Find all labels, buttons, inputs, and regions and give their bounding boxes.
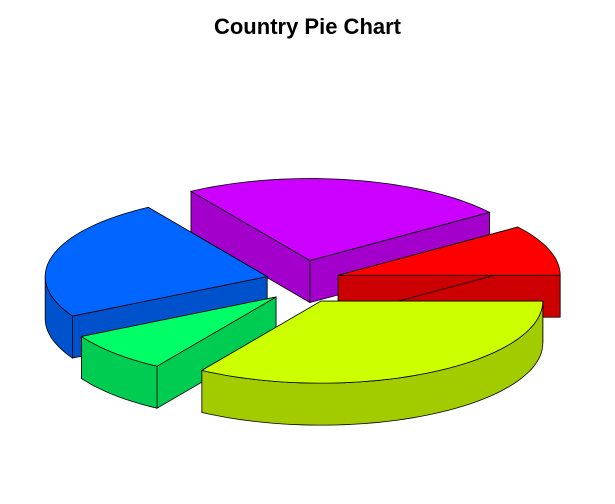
pie-slice-top — [200, 300, 544, 384]
pie-slice-top — [44, 206, 269, 317]
pie-slice-top — [80, 296, 277, 367]
pie-slice-top — [189, 178, 491, 261]
pie-slice-top — [338, 226, 561, 276]
pie-slice — [80, 296, 277, 409]
pie-slice — [200, 300, 544, 426]
chart-title: Country Pie Chart — [213, 14, 402, 39]
